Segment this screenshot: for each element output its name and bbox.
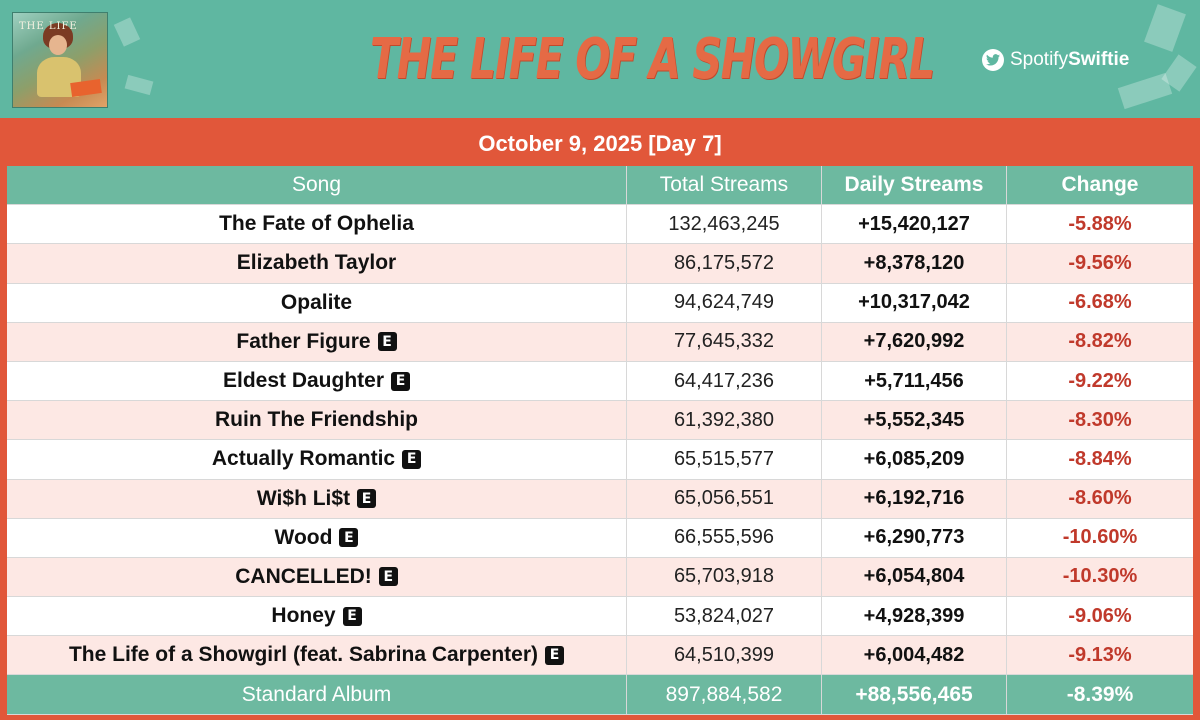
daily-streams-cell: +6,054,804: [822, 557, 1007, 598]
explicit-badge-icon: E: [339, 528, 359, 548]
song-title: Opalite: [280, 290, 353, 314]
song-title: Eldest Daughter: [222, 369, 385, 393]
change-cell: -10.60%: [1007, 518, 1193, 558]
song-title-cell: The Life of a Showgirl (feat. Sabrina Ca…: [7, 636, 627, 676]
song-title: CANCELLED!: [235, 564, 372, 588]
date-heading: October 9, 2025 [Day 7]: [0, 122, 1200, 166]
column-header-daily-streams: Daily Streams: [822, 166, 1007, 206]
daily-streams-cell: +6,290,773: [822, 518, 1007, 558]
song-title-cell: CANCELLED! E: [7, 557, 627, 598]
change-cell: -10.30%: [1007, 557, 1193, 598]
streams-table: Song Total Streams Daily Streams Change …: [7, 166, 1193, 715]
album-daily-streams: +88,556,465: [822, 675, 1007, 715]
change-cell: -5.88%: [1007, 205, 1193, 245]
daily-streams-cell: +7,620,992: [822, 322, 1007, 362]
change-cell: -9.06%: [1007, 597, 1193, 637]
daily-streams-cell: +15,420,127: [822, 205, 1007, 245]
song-title: Actually Romantic: [211, 447, 396, 471]
song-title: Wi$h Li$t: [256, 486, 351, 510]
change-cell: -6.68%: [1007, 283, 1193, 323]
total-streams-cell: 61,392,380: [627, 401, 822, 441]
handle-prefix: Spotify: [1010, 49, 1069, 70]
song-title: The Life of a Showgirl (feat. Sabrina Ca…: [68, 643, 539, 667]
change-cell: -8.82%: [1007, 322, 1193, 362]
daily-streams-cell: +4,928,399: [822, 597, 1007, 637]
bottom-strip: [0, 716, 1200, 720]
daily-streams-cell: +6,004,482: [822, 636, 1007, 676]
album-total-streams: 897,884,582: [627, 675, 822, 715]
total-streams-cell: 64,510,399: [627, 636, 822, 676]
song-title-cell: Opalite: [7, 283, 627, 323]
total-streams-cell: 53,824,027: [627, 597, 822, 637]
change-cell: -9.13%: [1007, 636, 1193, 676]
song-title-cell: Father Figure E: [7, 322, 627, 362]
handle-suffix: Swiftie: [1068, 49, 1130, 70]
explicit-badge-icon: E: [377, 332, 397, 352]
total-streams-cell: 65,703,918: [627, 557, 822, 598]
song-title-cell: The Fate of Ophelia: [7, 205, 627, 245]
song-title: Elizabeth Taylor: [236, 251, 397, 275]
song-title-cell: Honey E: [7, 597, 627, 637]
daily-streams-cell: +6,085,209: [822, 440, 1007, 480]
explicit-badge-icon: E: [378, 567, 398, 587]
explicit-badge-icon: E: [342, 606, 362, 626]
daily-streams-cell: +5,711,456: [822, 361, 1007, 402]
total-streams-cell: 66,555,596: [627, 518, 822, 558]
change-cell: -8.84%: [1007, 440, 1193, 480]
twitter-bird-icon: [982, 49, 1004, 71]
song-title: Father Figure: [236, 329, 371, 353]
total-streams-cell: 65,056,551: [627, 479, 822, 519]
song-title-cell: Elizabeth Taylor: [7, 244, 627, 284]
explicit-badge-icon: E: [391, 371, 411, 391]
album-cover-image: THE LIFE: [12, 12, 108, 108]
total-streams-cell: 94,624,749: [627, 283, 822, 323]
change-cell: -9.56%: [1007, 244, 1193, 284]
album-change: -8.39%: [1007, 675, 1193, 715]
song-title-cell: Ruin The Friendship: [7, 401, 627, 441]
change-cell: -8.30%: [1007, 401, 1193, 441]
header-banner: THE LIFE THE LIFE OF A SHOWGIRL SpotifyS…: [0, 0, 1200, 118]
song-title-cell: Wi$h Li$t E: [7, 479, 627, 519]
account-handle: SpotifySwiftie: [982, 45, 1129, 75]
song-title: Ruin The Friendship: [215, 408, 418, 432]
album-cover-text: THE LIFE: [19, 21, 78, 32]
explicit-badge-icon: E: [545, 645, 565, 665]
album-total-label: Standard Album: [7, 675, 627, 715]
daily-streams-cell: +8,378,120: [822, 244, 1007, 284]
explicit-badge-icon: E: [402, 449, 422, 469]
daily-streams-cell: +6,192,716: [822, 479, 1007, 519]
column-header-song: Song: [7, 166, 627, 206]
total-streams-cell: 77,645,332: [627, 322, 822, 362]
song-title: The Fate of Ophelia: [219, 212, 414, 236]
song-title-cell: Eldest Daughter E: [7, 361, 627, 402]
total-streams-cell: 86,175,572: [627, 244, 822, 284]
song-title-cell: Wood E: [7, 518, 627, 558]
change-cell: -8.60%: [1007, 479, 1193, 519]
song-title: Honey: [271, 604, 336, 628]
total-streams-cell: 64,417,236: [627, 361, 822, 402]
column-header-total-streams: Total Streams: [627, 166, 822, 206]
change-cell: -9.22%: [1007, 361, 1193, 402]
song-title-cell: Actually Romantic E: [7, 440, 627, 480]
total-streams-cell: 132,463,245: [627, 205, 822, 245]
explicit-badge-icon: E: [357, 489, 377, 509]
song-title: Wood: [274, 525, 333, 549]
daily-streams-cell: +5,552,345: [822, 401, 1007, 441]
album-title: THE LIFE OF A SHOWGIRL: [370, 27, 935, 92]
column-header-change: Change: [1007, 166, 1193, 206]
total-streams-cell: 65,515,577: [627, 440, 822, 480]
daily-streams-cell: +10,317,042: [822, 283, 1007, 323]
